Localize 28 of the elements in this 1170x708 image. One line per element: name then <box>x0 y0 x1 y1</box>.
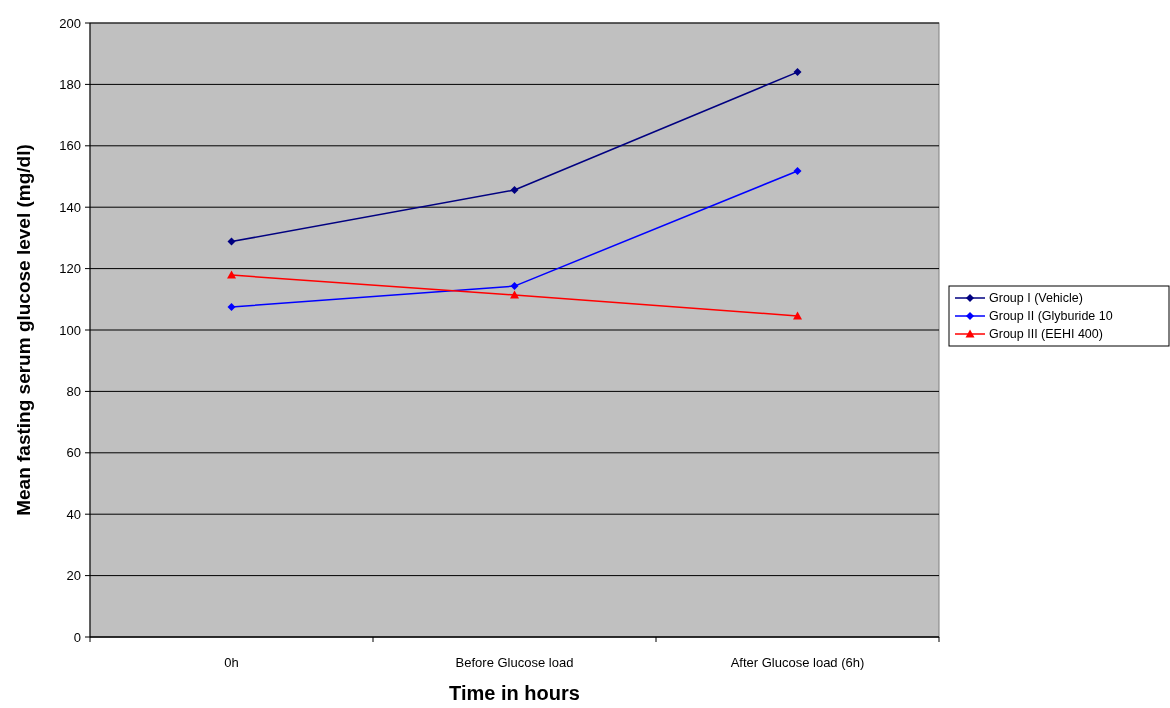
point <box>510 186 519 195</box>
y-tick-label: 160 <box>59 138 81 154</box>
y-tick-label: 40 <box>66 506 81 522</box>
y-tick-label: 0 <box>73 629 81 645</box>
point <box>793 311 802 320</box>
y-tick-label: 120 <box>59 261 81 277</box>
point <box>227 302 236 311</box>
y-tick-label: 200 <box>59 15 81 31</box>
point <box>793 166 802 175</box>
x-tick-label: After Glucose load (6h) <box>730 655 865 670</box>
x-tick-label: Before Glucose load <box>455 655 574 670</box>
y-tick-label: 60 <box>66 445 81 461</box>
legend-label: Group II (Glyburide 10 <box>989 309 1113 324</box>
y-tick-label: 80 <box>66 383 81 399</box>
point <box>793 68 802 77</box>
point <box>227 270 236 279</box>
x-axis-title: Time in hours <box>449 682 580 704</box>
x-tick-label: 0h <box>224 655 239 670</box>
y-tick-label: 100 <box>59 322 81 338</box>
y-axis-title: Mean fasting serum glucose level (mg/dl) <box>13 144 34 516</box>
y-tick-label: 20 <box>66 568 81 584</box>
point <box>510 282 519 291</box>
y-tick-label: 140 <box>59 199 81 215</box>
point <box>510 290 519 299</box>
y-tick-label: 180 <box>59 76 81 92</box>
legend-label: Group I (Vehicle) <box>989 291 1083 306</box>
point <box>227 237 236 246</box>
legend-label: Group III (EEHI 400) <box>989 327 1103 342</box>
